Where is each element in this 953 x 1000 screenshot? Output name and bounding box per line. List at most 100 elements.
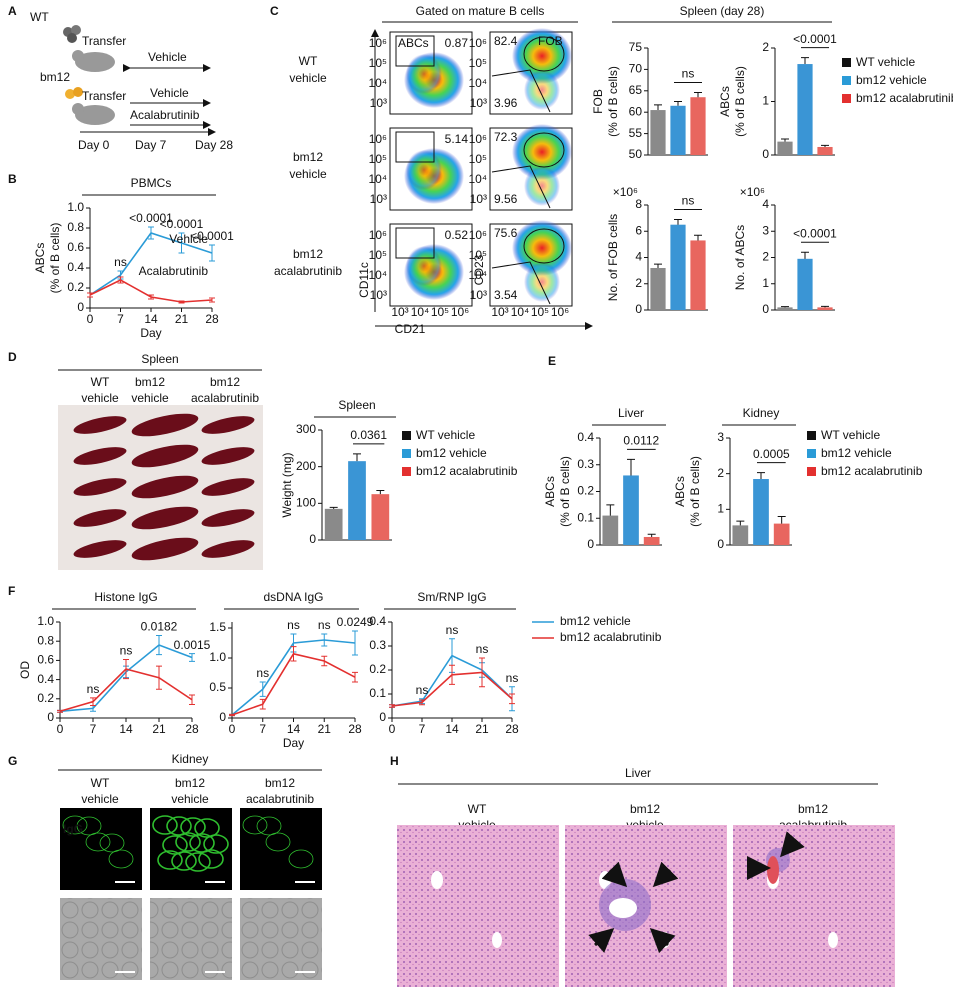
y-axis-label: (% of B cells): [688, 456, 702, 527]
if-signal: [108, 849, 134, 869]
panel-label: F: [8, 584, 15, 598]
section-title: Liver: [625, 766, 651, 780]
gate: [395, 131, 435, 163]
panel-label: E: [548, 354, 556, 368]
legend-label: bm12 acalabrutinib: [560, 630, 662, 644]
flow-tick-label: 10⁵: [531, 305, 549, 319]
error-bar: [781, 138, 789, 142]
series-label: Acalabrutinib: [139, 264, 209, 278]
x-axis-label: Day: [283, 736, 304, 750]
error-bar: [821, 144, 829, 147]
annotation: <0.0001: [160, 217, 204, 231]
bar: [797, 258, 813, 310]
flow-tick-label: 10⁴: [368, 76, 387, 90]
label: Day 7: [135, 138, 167, 152]
panel-label: G: [8, 754, 17, 768]
gate-label: ABCs: [398, 36, 429, 50]
row-label: vehicle: [289, 71, 327, 85]
spleen: [201, 447, 255, 465]
x-tick-label: 21: [475, 722, 489, 736]
error-bar: [376, 490, 385, 495]
x-tick-label: 14: [287, 722, 301, 736]
spleen: [131, 475, 199, 499]
bf-image: [60, 898, 142, 980]
gate-value: 3.96: [494, 96, 518, 110]
y-tick-label: 0: [587, 537, 594, 551]
y-tick-label: 0.2: [577, 484, 594, 498]
group-heading: bm12: [265, 776, 295, 790]
group-heading: acalabrutinib: [191, 391, 259, 405]
flow-tick-label: 10⁶: [451, 305, 469, 319]
spleen: [131, 444, 199, 468]
y-tick-label: 2: [635, 276, 642, 290]
if-signal: [62, 815, 88, 835]
y-tick-label: 1: [762, 276, 769, 290]
section-title: Spleen: [141, 352, 178, 366]
y-tick-label: 0.8: [37, 633, 54, 647]
panel-label: A: [8, 4, 17, 18]
y-multiplier: ×10⁶: [740, 185, 765, 199]
group-heading: vehicle: [81, 391, 119, 405]
if-signal: [85, 832, 111, 852]
y-axis-label: OD: [18, 661, 32, 679]
x-tick-label: 0: [389, 722, 396, 736]
flow-tick-label: 10⁵: [369, 248, 387, 262]
if-signal: [162, 835, 188, 855]
y-tick-label: 3: [762, 223, 769, 237]
if-signal: [76, 816, 102, 836]
y-tick-label: 60: [629, 104, 643, 118]
annotation: ns: [446, 623, 459, 637]
section-title: Kidney: [172, 752, 209, 766]
annotation: <0.0001: [129, 211, 173, 225]
y-tick-label: 0.4: [577, 430, 594, 444]
x-tick-label: 7: [90, 722, 97, 736]
y-tick-label: 0: [77, 300, 84, 314]
chart-title: dsDNA IgG: [263, 590, 323, 604]
gate: [491, 69, 551, 113]
if-signal: [185, 852, 211, 872]
if-signal: [175, 832, 201, 852]
section-title: Spleen (day 28): [680, 4, 765, 18]
y-tick-label: 1.0: [37, 614, 54, 628]
gate: [523, 132, 565, 168]
group-heading: bm12: [175, 776, 205, 790]
y-tick-label: 0: [762, 147, 769, 161]
y-tick-label: 1.0: [209, 650, 226, 664]
y-tick-label: 0.2: [37, 691, 54, 705]
bar: [690, 97, 706, 155]
flow-tick-label: 10⁴: [468, 76, 487, 90]
y-tick-label: 0: [762, 302, 769, 316]
y-tick-label: 0: [379, 710, 386, 724]
density: [406, 150, 442, 190]
x-tick-label: 28: [185, 722, 199, 736]
flow-tick-label: 10⁴: [411, 305, 430, 319]
x-tick-label: 0: [87, 312, 94, 326]
flow-tick-label: 10⁶: [469, 228, 487, 242]
group-heading: bm12: [630, 802, 660, 816]
series-line: [231, 652, 356, 716]
gate-value: 5.14: [445, 132, 469, 146]
label: Acalabrutinib: [130, 108, 200, 122]
flow-tick-label: 10³: [370, 192, 387, 206]
y-tick-label: 4: [635, 250, 642, 264]
row-label: vehicle: [289, 167, 327, 181]
y-tick-label: 200: [296, 459, 316, 473]
y-tick-label: 55: [629, 126, 643, 140]
y-tick-label: 0: [219, 710, 226, 724]
y-axis-label: FOB: [591, 89, 605, 114]
bar: [732, 525, 749, 545]
error-bar: [654, 104, 662, 111]
bar: [643, 536, 660, 545]
y-tick-label: 2: [762, 250, 769, 264]
annotation: ns: [506, 671, 519, 685]
error-bar: [757, 472, 765, 480]
gate: [491, 261, 551, 305]
annotation: ns: [287, 618, 300, 632]
flow-tick-label: 10⁵: [369, 152, 387, 166]
y-tick-label: 0.4: [67, 260, 84, 274]
error-bar: [674, 218, 682, 225]
legend-swatch: [842, 58, 851, 67]
flow-tick-label: 10³: [470, 192, 487, 206]
error-bar: [694, 92, 702, 98]
gate: [523, 36, 565, 72]
